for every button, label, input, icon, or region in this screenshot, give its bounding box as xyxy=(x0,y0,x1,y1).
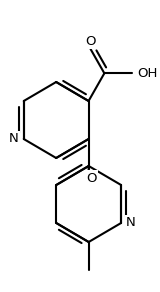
Text: O: O xyxy=(85,34,96,48)
Text: N: N xyxy=(9,133,19,145)
Text: N: N xyxy=(126,216,136,230)
Text: OH: OH xyxy=(137,67,158,80)
Text: O: O xyxy=(86,171,97,185)
